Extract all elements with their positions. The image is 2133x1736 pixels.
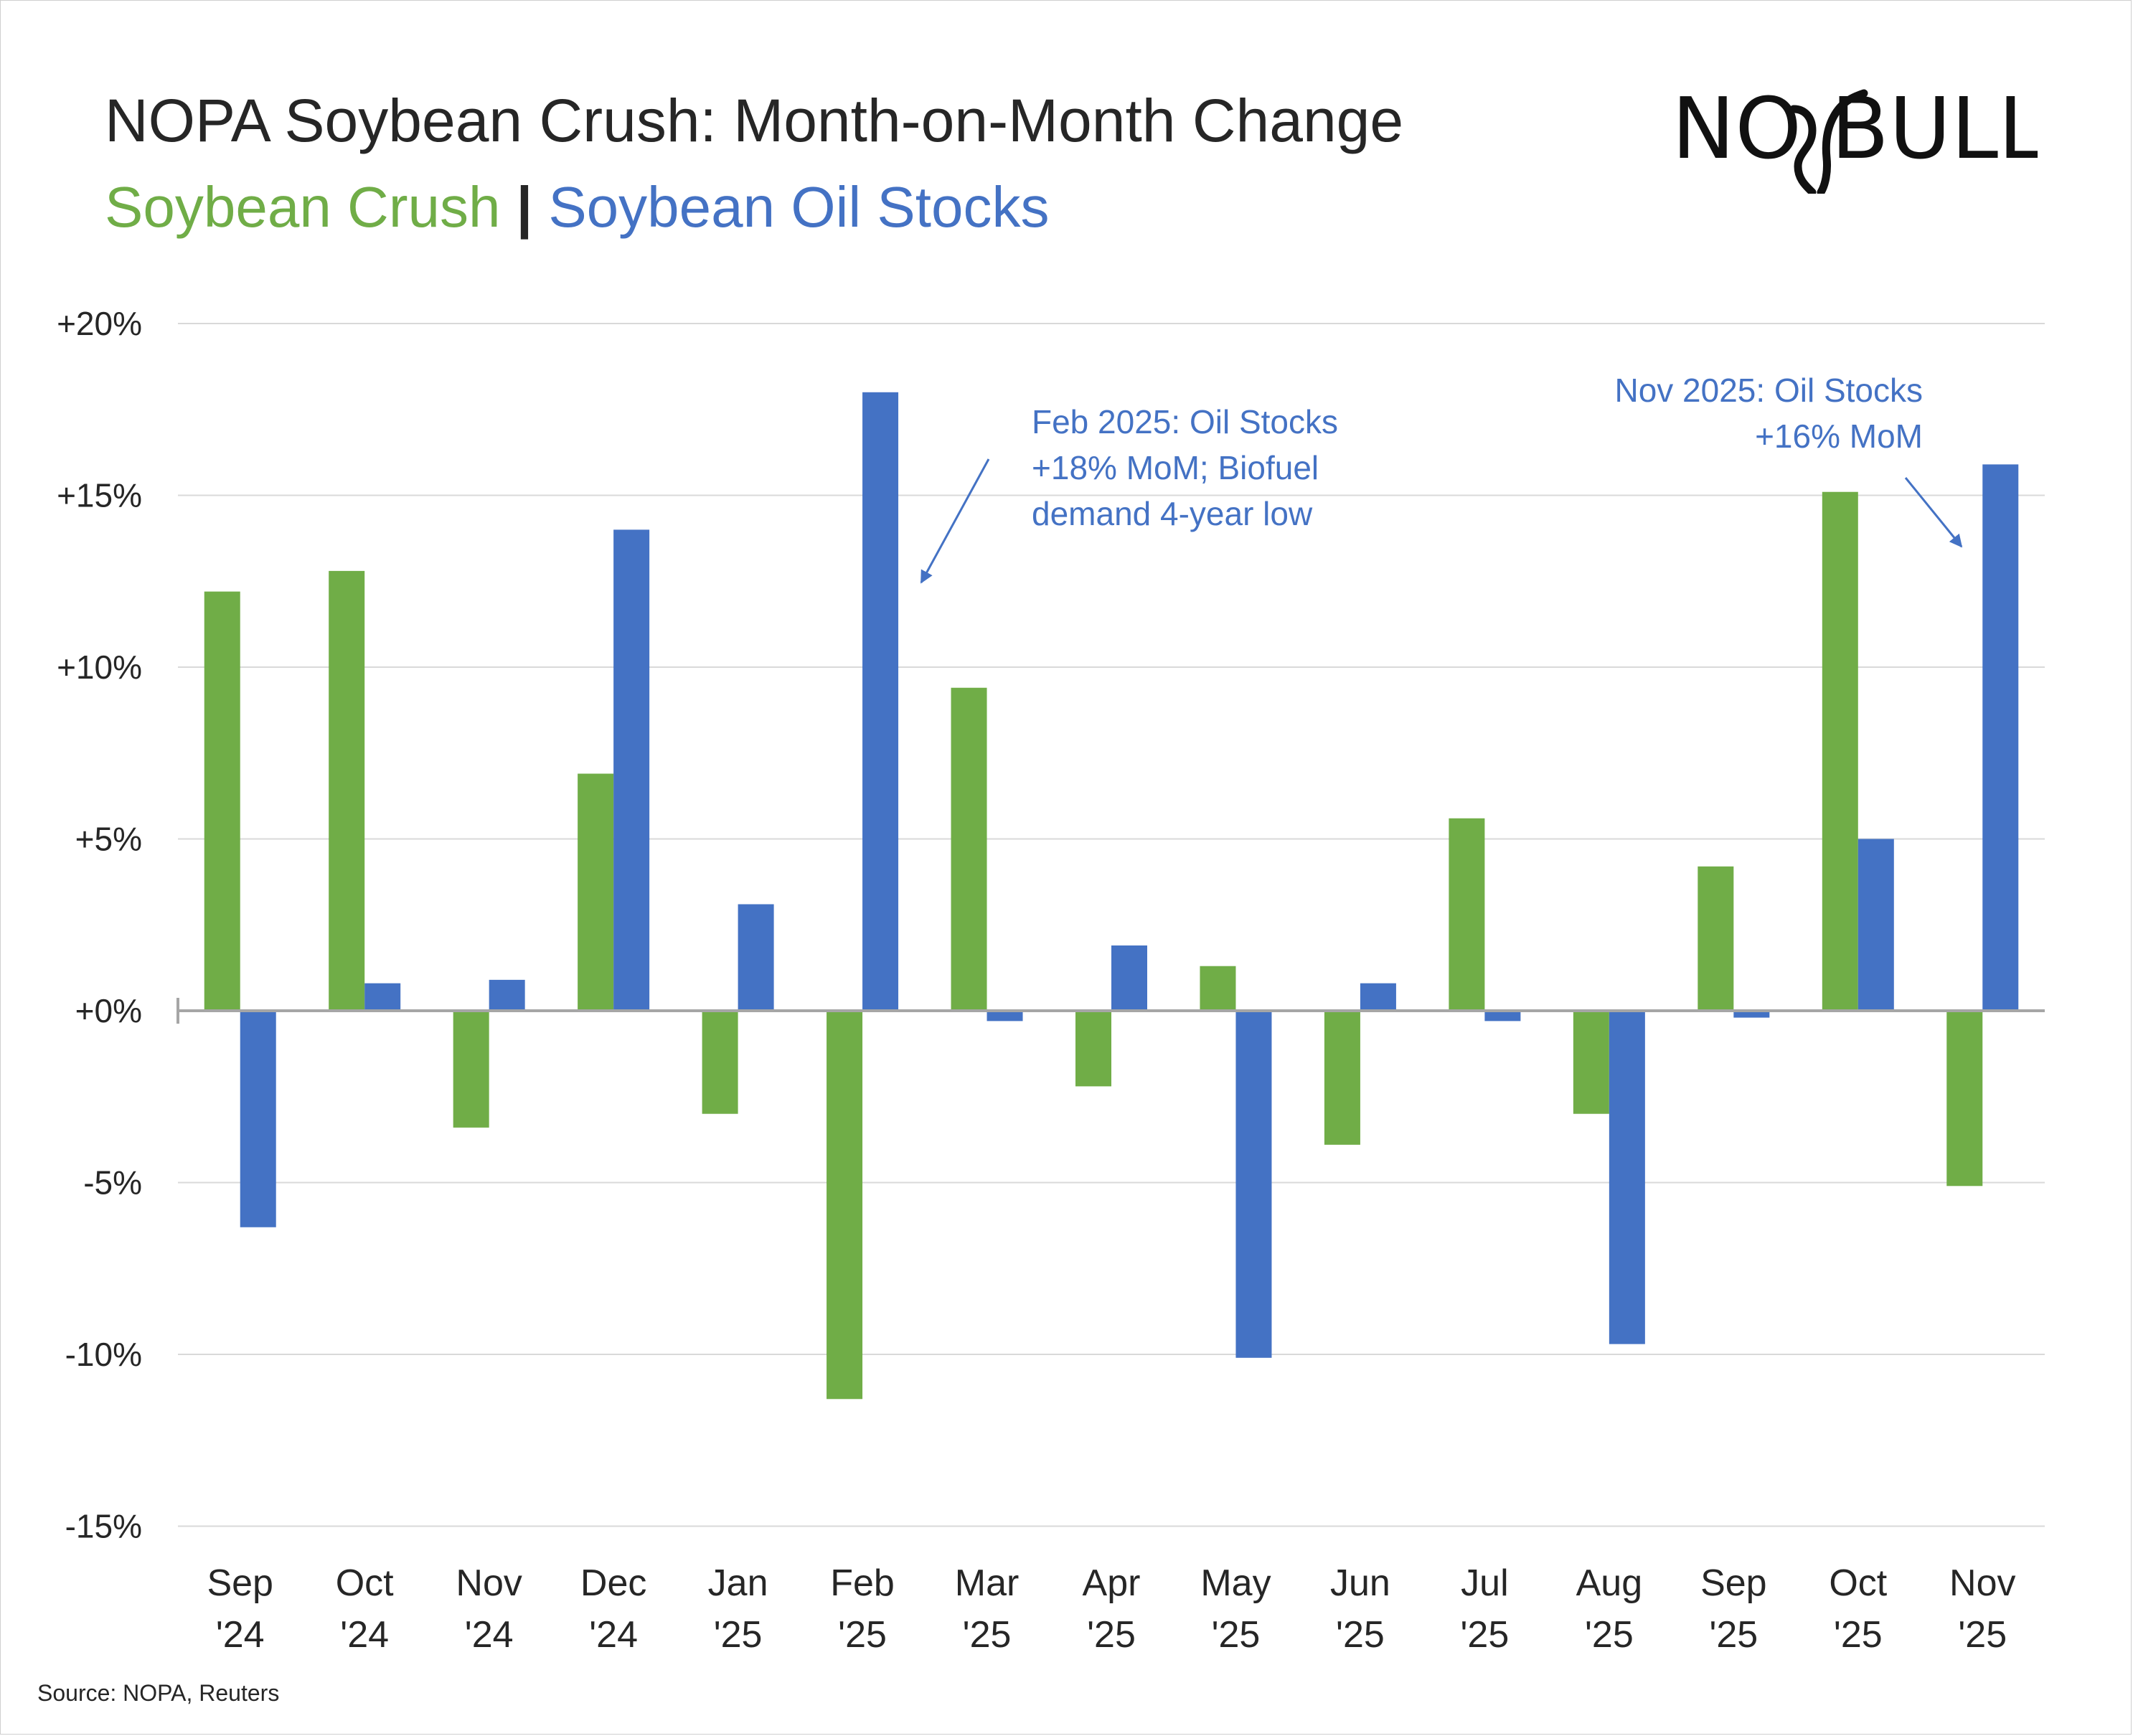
annotation-feb-2025-arrow <box>920 458 990 584</box>
x-tick-label: '25 <box>1585 1614 1634 1656</box>
x-tick-label: '24 <box>589 1614 638 1656</box>
x-tick-label: Apr <box>1083 1562 1141 1604</box>
y-axis-ticks: +20% +15% +10% +5% +0% -5% -10% -15% <box>57 305 142 1545</box>
no-bull-logo: NO BULL <box>1672 86 2038 194</box>
x-axis-labels: Sep '24 Oct '24 Nov '24 Dec '24 Jan '25 Feb '25 Mar '… <box>207 1562 2015 1656</box>
x-tick-label: '24 <box>340 1614 389 1656</box>
x-tick-label: '25 <box>1087 1614 1136 1656</box>
x-tick-label: '25 <box>1834 1614 1883 1656</box>
annotation-feb-2025-line: +18% MoM; Biofuel <box>1032 449 1319 486</box>
y-tick-label: +20% <box>57 305 142 342</box>
legend-separator: | <box>516 175 533 239</box>
bar-soybean-crush <box>329 570 365 1011</box>
x-tick-label: Nov <box>1949 1562 2015 1604</box>
annotation-nov-2025-arrow <box>1904 477 1963 548</box>
x-tick-label: Jun <box>1330 1562 1390 1604</box>
bar-soybean-oil-stocks <box>240 1011 276 1227</box>
x-tick-label: '24 <box>216 1614 265 1656</box>
logo-text-right: BULL <box>1831 86 2038 178</box>
bar-soybean-crush <box>453 1011 489 1128</box>
bar-soybean-oil-stocks <box>613 529 650 1011</box>
y-tick-label: +0% <box>75 992 142 1029</box>
x-axis <box>176 998 2045 1024</box>
bar-soybean-oil-stocks <box>862 392 899 1011</box>
bar-soybean-oil-stocks <box>364 983 401 1011</box>
x-tick-label: Mar <box>955 1562 1020 1604</box>
source-note: Source: NOPA, Reuters <box>37 1680 280 1706</box>
bar-soybean-crush <box>1449 818 1485 1011</box>
bar-soybean-oil-stocks <box>489 979 525 1011</box>
bull-horn-icon <box>1789 89 1868 194</box>
bar-soybean-crush <box>702 1011 738 1114</box>
legend-soybean-crush: Soybean Crush <box>105 175 501 239</box>
x-tick-label: '24 <box>465 1614 514 1656</box>
bar-soybean-crush <box>1200 966 1236 1011</box>
x-tick-label: '25 <box>963 1614 1012 1656</box>
bar-soybean-oil-stocks <box>1235 1011 1272 1358</box>
bar-soybean-crush <box>1075 1011 1111 1087</box>
x-tick-label: '25 <box>1709 1614 1758 1656</box>
x-tick-label: '25 <box>1958 1614 2007 1656</box>
x-tick-label: '25 <box>1212 1614 1261 1656</box>
x-tick-label: '25 <box>1336 1614 1385 1656</box>
bar-soybean-oil-stocks <box>1111 945 1147 1011</box>
gridlines <box>178 323 2045 1527</box>
x-tick-label: '25 <box>714 1614 763 1656</box>
bar-soybean-oil-stocks <box>1484 1011 1521 1022</box>
bar-soybean-oil-stocks <box>1609 1011 1645 1344</box>
bar-soybean-oil-stocks <box>1733 1011 1770 1018</box>
x-tick-label: '25 <box>1461 1614 1510 1656</box>
y-tick-label: -10% <box>65 1336 142 1373</box>
x-tick-label: Oct <box>336 1562 394 1604</box>
y-tick-label: -15% <box>65 1508 142 1545</box>
annotations: Feb 2025: Oil Stocks +18% MoM; Biofuel dem… <box>920 372 1963 584</box>
chart-legend-subtitle: Soybean Crush | Soybean Oil Stocks <box>105 174 1049 240</box>
x-tick-label: '25 <box>838 1614 887 1656</box>
annotation-nov-2025-line: +16% MoM <box>1755 418 1923 455</box>
bar-soybean-crush <box>578 773 614 1011</box>
annotation-feb-2025-line: demand 4-year low <box>1032 495 1313 532</box>
bar-soybean-oil-stocks <box>1857 839 1894 1011</box>
bar-soybean-crush <box>951 687 987 1011</box>
x-tick-label: Nov <box>456 1562 522 1604</box>
y-tick-label: +15% <box>57 477 142 514</box>
bar-soybean-oil-stocks <box>738 904 774 1011</box>
x-tick-label: Jul <box>1461 1562 1508 1604</box>
bar-soybean-crush <box>1573 1011 1609 1114</box>
x-tick-label: Feb <box>830 1562 895 1604</box>
x-tick-label: Aug <box>1576 1562 1643 1604</box>
x-tick-label: Oct <box>1829 1562 1887 1604</box>
bar-soybean-crush <box>204 591 240 1011</box>
bars <box>204 392 2019 1400</box>
chart-title: NOPA Soybean Crush: Month-on-Month Chang… <box>105 87 1404 154</box>
logo-text-left: NO <box>1672 86 1802 178</box>
bar-soybean-oil-stocks <box>1982 464 2019 1011</box>
bar-soybean-crush <box>1698 866 1734 1011</box>
bar-soybean-crush <box>1822 491 1858 1011</box>
y-tick-label: +10% <box>57 648 142 686</box>
y-tick-label: -5% <box>83 1164 142 1202</box>
bar-soybean-oil-stocks <box>987 1011 1023 1022</box>
bar-soybean-oil-stocks <box>1360 983 1396 1011</box>
bar-soybean-crush <box>1324 1011 1360 1145</box>
legend-soybean-oil-stocks: Soybean Oil Stocks <box>548 175 1050 239</box>
x-tick-label: Sep <box>1700 1562 1767 1604</box>
bar-soybean-crush <box>1946 1011 1983 1187</box>
x-tick-label: Jan <box>708 1562 768 1604</box>
annotation-nov-2025-line: Nov 2025: Oil Stocks <box>1614 372 1923 409</box>
x-tick-label: Sep <box>207 1562 273 1604</box>
annotation-feb-2025-line: Feb 2025: Oil Stocks <box>1032 403 1338 440</box>
x-tick-label: Dec <box>580 1562 646 1604</box>
x-tick-label: May <box>1200 1562 1271 1604</box>
bar-soybean-crush <box>827 1011 863 1400</box>
y-tick-label: +5% <box>75 821 142 858</box>
